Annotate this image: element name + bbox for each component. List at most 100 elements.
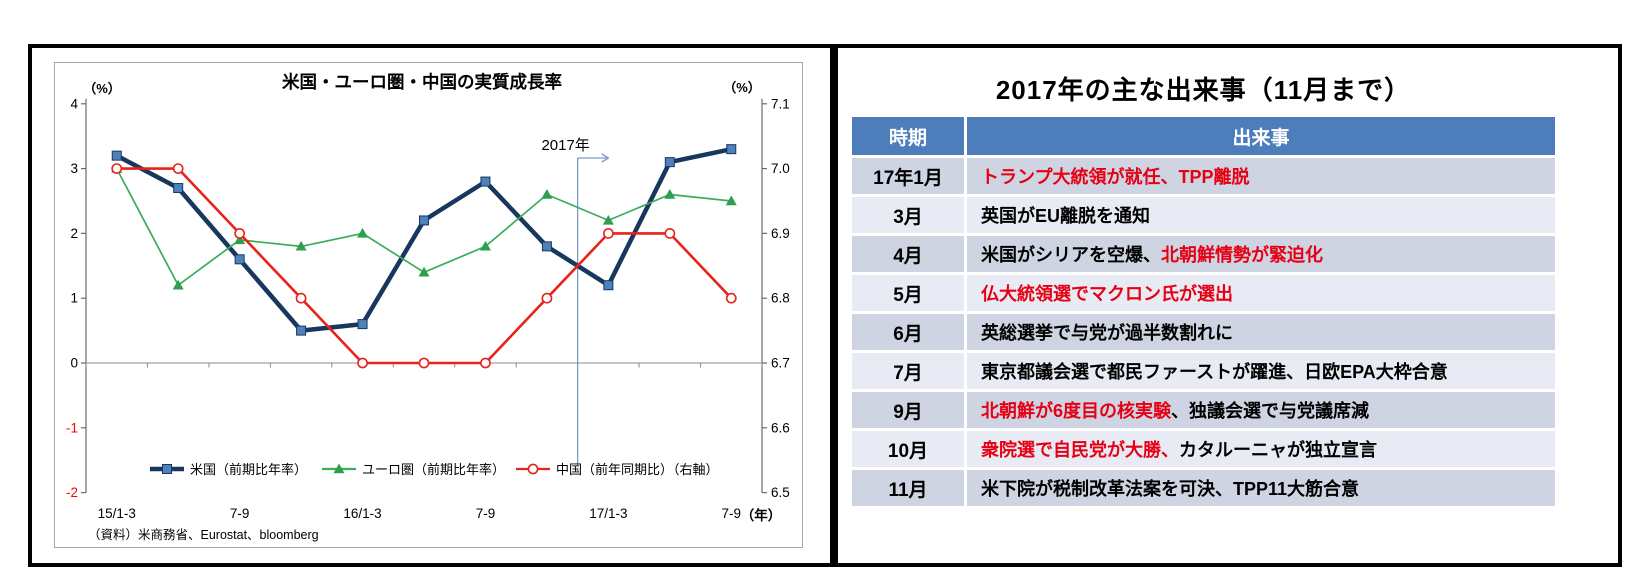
event-text: カタルーニャが独立宣言 [1179,440,1377,460]
series-1 [111,163,737,290]
left-axis-tick-label: 0 [70,356,78,371]
table-header-row: 時期 出来事 [852,117,1555,155]
left-axis-tick-label: 4 [70,96,78,111]
x-axis-tick-label: 17/1-3 [589,506,627,521]
event-text-highlight: 仏大統領選でマクロン氏が選出 [981,284,1233,304]
circle-marker-icon [295,292,307,304]
square-marker-icon [541,241,552,252]
axes: 4 3 2 1 0 -1 -2 7.1 7.0 6.9 6.8 6.7 6.6 6.5 [66,96,790,500]
period-cell: 3月 [852,197,964,233]
square-marker-icon [111,150,122,161]
event-text-highlight: 北朝鮮が6度目の核実験 [981,401,1172,421]
event-text: 米国がシリアを空爆、 [981,245,1161,265]
right-axis-tick-label: 6.5 [771,485,790,500]
left-axis-unit: （%） [83,81,121,96]
triangle-marker-icon [333,463,345,474]
x-axis-tick-label: 7-9 [230,506,250,521]
series-2 [111,163,737,369]
circle-marker-icon [541,292,553,304]
table-row: 3月 英国がEU離脱を通知 [852,197,1555,233]
events-panel: 2017年の主な出来事（11月まで） 時期 出来事 17年1月 トランプ大統領が就任、… [834,44,1622,567]
event-cell: トランプ大統領が就任、TPP離脱 [967,158,1555,194]
square-marker-icon [234,254,245,265]
square-marker-icon [664,157,675,168]
event-cell: 英国がEU離脱を通知 [967,197,1555,233]
event-text-highlight: 北朝鮮情勢が緊迫化 [1161,245,1323,265]
triangle-marker-icon [418,266,430,277]
circle-marker-icon [111,163,123,174]
event-cell: 衆院選で自民党が大勝、 カタルーニャが独立宣言 [967,431,1555,467]
x-axis-tick-label: 7-9 [722,506,742,521]
right-axis-tick-label: 6.6 [771,420,790,435]
table-row: 10月 衆院選で自民党が大勝、 カタルーニャが独立宣言 [852,431,1555,467]
period-cell: 17年1月 [852,158,964,194]
x-axis-tick-label: 7-9 [476,506,496,521]
legend-label: 中国（前年同期比）（右軸） [556,462,719,477]
growth-chart-panel: 米国・ユーロ圏・中国の実質成長率 （%） （%） 4 3 2 1 0 -1 -2 7.1 7.0 6.9… [28,44,834,567]
year-2017-annotation: 2017年 [541,137,609,466]
left-axis-tick-label: -1 [66,420,78,435]
circle-marker-icon [664,227,676,239]
event-text: 米下院が税制改革法案を可決、TPP11大筋合意 [981,479,1360,499]
circle-marker-icon [725,292,737,304]
period-cell: 11月 [852,470,964,506]
right-axis-tick-label: 7.0 [771,161,790,176]
events-table: 時期 出来事 17年1月 トランプ大統領が就任、TPP離脱 3月 英国がEU離脱を通知 4月… [852,117,1555,509]
annotation-label: 2017年 [541,137,589,154]
square-marker-icon [173,183,184,194]
triangle-marker-icon [357,227,369,238]
period-cell: 6月 [852,314,964,350]
right-axis-tick-label: 6.9 [771,226,790,241]
event-cell: 米下院が税制改革法案を可決、TPP11大筋合意 [967,470,1555,506]
circle-marker-icon [234,227,246,239]
circle-marker-icon [418,357,430,369]
legend-label: ユーロ圏（前期比年率） [362,462,505,477]
right-axis-tick-label: 7.1 [771,96,790,111]
chart-title: 米国・ユーロ圏・中国の実質成長率 [282,72,562,92]
left-axis-tick-label: 3 [70,161,78,176]
left-axis-tick-label: -2 [66,485,78,500]
square-marker-icon [296,325,307,336]
events-title: 2017年の主な出来事（11月まで） [995,75,1412,105]
period-cell: 10月 [852,431,964,467]
square-marker-icon [726,144,737,155]
table-row: 4月 米国がシリアを空爆、 北朝鮮情勢が緊迫化 [852,236,1555,272]
triangle-marker-icon [479,240,491,251]
right-axis-unit: （%） [723,80,761,95]
right-axis-tick-label: 6.7 [771,356,790,371]
triangle-marker-icon [234,234,246,245]
growth-chart: 米国・ユーロ圏・中国の実質成長率 （%） （%） 4 3 2 1 0 -1 -2 7.1 7.0 6.9… [54,62,803,548]
growth-chart-svg: 米国・ユーロ圏・中国の実質成長率 （%） （%） 4 3 2 1 0 -1 -2 7.1 7.0 6.9… [54,62,803,548]
square-marker-icon [480,176,491,187]
x-axis-unit: （年） [741,507,782,523]
table-header-period: 時期 [852,117,964,155]
square-marker-icon [603,280,614,291]
triangle-marker-icon [541,189,553,199]
table-row: 7月 東京都議会選で都民ファーストが躍進、日欧EPA大枠合意 [852,353,1555,389]
event-text: 東京都議会選で都民ファーストが躍進、日欧EPA大枠合意 [981,362,1448,382]
period-cell: 4月 [852,236,964,272]
triangle-marker-icon [602,214,614,225]
event-text-highlight: 衆院選で自民党が大勝、 [981,440,1179,460]
circle-marker-icon [602,227,614,239]
arrow-right-icon [601,153,609,163]
circle-marker-icon [172,163,184,174]
table-row: 17年1月 トランプ大統領が就任、TPP離脱 [852,158,1555,194]
table-row: 9月 北朝鮮が6度目の核実験 、独議会選で与党議席減 [852,392,1555,428]
event-cell: 英総選挙で与党が過半数割れに [967,314,1555,350]
circle-marker-icon [357,357,368,369]
event-text: 英総選挙で与党が過半数割れに [981,323,1233,343]
triangle-marker-icon [295,240,307,251]
square-marker-icon [419,215,429,226]
table-row: 6月 英総選挙で与党が過半数割れに [852,314,1555,350]
plot-frame [54,62,803,548]
event-text-highlight: トランプ大統領が就任、TPP離脱 [981,167,1250,187]
period-cell: 7月 [852,353,964,389]
event-text: 英国がEU離脱を通知 [981,206,1151,226]
circle-marker-icon [527,463,539,475]
triangle-marker-icon [172,279,184,290]
period-cell: 9月 [852,392,964,428]
series-0 [111,144,737,336]
triangle-marker-icon [725,195,737,206]
source-note: （資料）米商務省、Eurostat、bloomberg [88,527,319,542]
